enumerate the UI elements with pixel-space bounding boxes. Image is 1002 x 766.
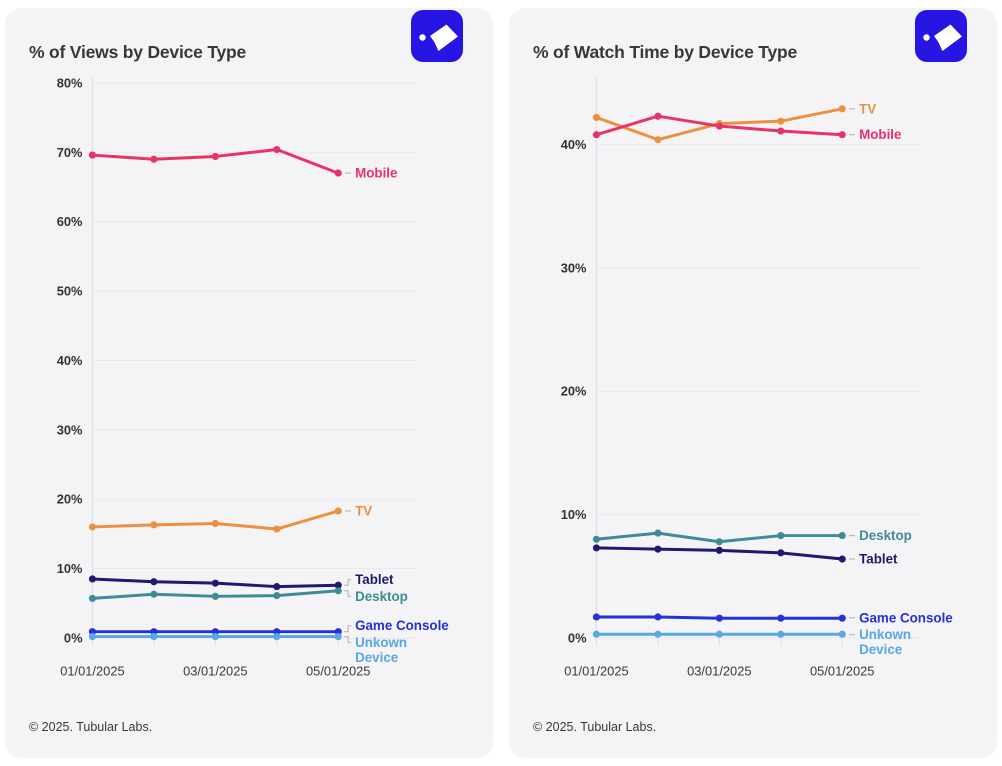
svg-text:80%: 80% (57, 75, 83, 90)
svg-text:05/01/2025: 05/01/2025 (810, 664, 874, 679)
svg-text:Mobile: Mobile (355, 166, 397, 181)
svg-text:40%: 40% (57, 353, 83, 368)
svg-text:Game Console: Game Console (859, 610, 953, 625)
svg-text:0%: 0% (568, 630, 587, 645)
tubular-arrow-icon (923, 24, 962, 51)
svg-text:70%: 70% (57, 145, 83, 160)
tubular-labs-logo (915, 10, 967, 62)
svg-text:10%: 10% (561, 507, 587, 522)
svg-text:10%: 10% (57, 561, 83, 576)
svg-text:03/01/2025: 03/01/2025 (687, 664, 751, 679)
svg-text:30%: 30% (57, 422, 83, 437)
copyright-text: © 2025. Tubular Labs. (533, 720, 657, 734)
svg-text:Device: Device (355, 650, 398, 665)
svg-text:50%: 50% (57, 284, 83, 299)
svg-text:Game Console: Game Console (355, 618, 449, 633)
tubular-labs-logo (411, 10, 463, 62)
svg-text:20%: 20% (57, 492, 83, 507)
views-chart-title: % of Views by Device Type (29, 42, 247, 62)
svg-text:Desktop: Desktop (859, 528, 912, 543)
svg-text:Unkown: Unkown (859, 627, 911, 642)
watch-time-chart-title: % of Watch Time by Device Type (533, 42, 798, 62)
svg-text:Mobile: Mobile (859, 127, 901, 142)
svg-text:Unkown: Unkown (355, 635, 407, 650)
views-by-device-card: % of Views by Device Type 0% 10% 20% 30% 40%… (5, 8, 493, 758)
watch-time-by-device-card: % of Watch Time by Device Type 0% 10% 20% 3… (509, 8, 997, 758)
copyright-text: © 2025. Tubular Labs. (29, 720, 153, 734)
svg-text:01/01/2025: 01/01/2025 (60, 664, 124, 679)
views-by-device-line-chart: 0% 10% 20% 30% 40% 50% 60% 70% 80% 01/01/2025 03/0… (57, 75, 449, 679)
svg-text:03/01/2025: 03/01/2025 (183, 664, 247, 679)
svg-text:Tablet: Tablet (355, 572, 394, 587)
svg-text:20%: 20% (561, 384, 587, 399)
svg-text:Device: Device (859, 642, 902, 657)
watch-time-by-device-line-chart: 0% 10% 20% 30% 40% 01/01/2025 03/01/2025 05/01/… (561, 77, 953, 679)
svg-text:05/01/2025: 05/01/2025 (306, 664, 370, 679)
svg-text:Tablet: Tablet (859, 551, 898, 566)
svg-text:0%: 0% (64, 630, 83, 645)
svg-text:60%: 60% (57, 214, 83, 229)
svg-text:01/01/2025: 01/01/2025 (564, 664, 628, 679)
svg-text:40%: 40% (561, 137, 587, 152)
svg-text:TV: TV (859, 101, 876, 116)
tubular-arrow-icon (419, 24, 458, 51)
svg-text:30%: 30% (561, 260, 587, 275)
svg-text:TV: TV (355, 503, 372, 518)
svg-text:Desktop: Desktop (355, 589, 408, 604)
